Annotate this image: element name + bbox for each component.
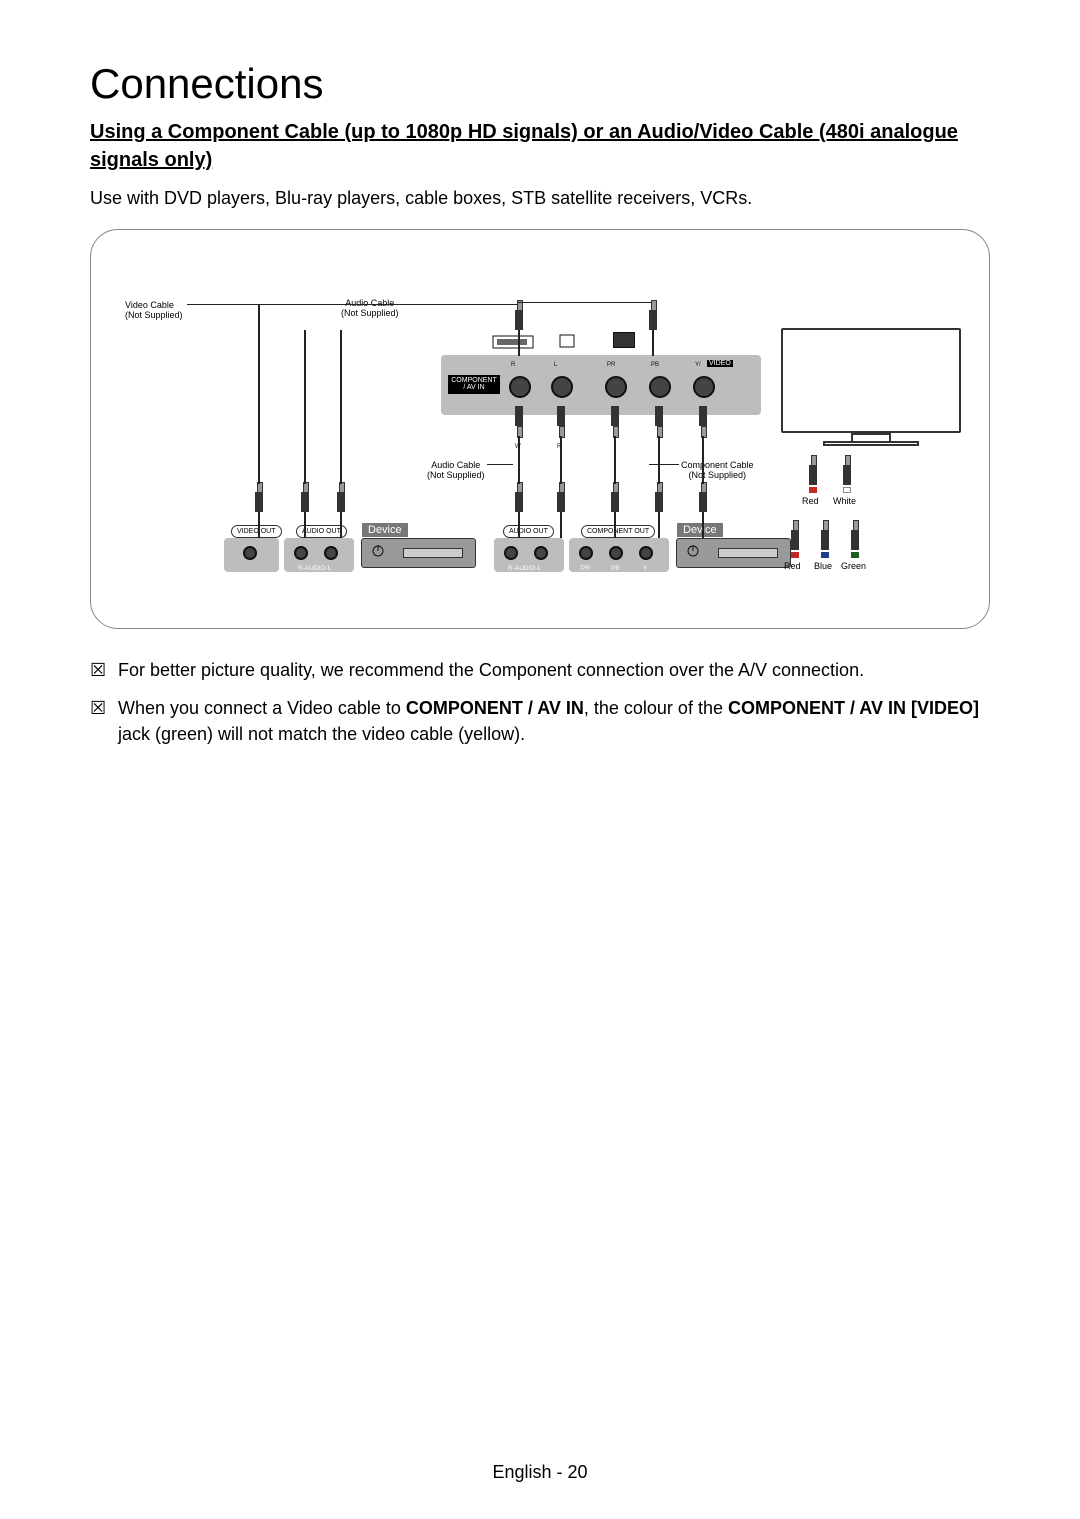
note-row: ☒For better picture quality, we recommen… bbox=[90, 657, 990, 683]
notes-list: ☒For better picture quality, we recommen… bbox=[90, 657, 990, 747]
label-video-cable: Video Cable(Not Supplied) bbox=[125, 300, 183, 321]
badge-video: VIDEO bbox=[707, 360, 733, 367]
note-text: When you connect a Video cable to COMPON… bbox=[118, 695, 990, 747]
plug-panel-1 bbox=[515, 406, 523, 438]
legend-plug-white bbox=[843, 455, 851, 487]
comp-tiny-pr: PR bbox=[581, 565, 590, 572]
comp-tiny-y: Y bbox=[643, 565, 647, 572]
plug-top-1 bbox=[515, 300, 523, 332]
note-text: For better picture quality, we recommend… bbox=[118, 657, 864, 683]
device-slot-2 bbox=[718, 548, 778, 558]
video-out-jack bbox=[243, 546, 257, 560]
comp-tiny-pb: PB bbox=[611, 565, 620, 572]
tiny-l: L bbox=[554, 362, 557, 368]
legend-plug-green bbox=[851, 520, 859, 552]
power-icon-1 bbox=[371, 544, 385, 558]
note-glyph: ☒ bbox=[90, 657, 118, 683]
monitor-base bbox=[823, 441, 919, 446]
plug-left-2 bbox=[301, 482, 309, 514]
plug-left-3 bbox=[337, 482, 345, 514]
page-title: Connections bbox=[90, 60, 990, 108]
comp-out-y bbox=[639, 546, 653, 560]
tiny-pb: PB bbox=[651, 362, 659, 368]
device-slot-1 bbox=[403, 548, 463, 558]
jack-y-video bbox=[693, 376, 715, 398]
jack-l bbox=[551, 376, 573, 398]
audio-out-jack-r2 bbox=[534, 546, 548, 560]
tiny-pr: PR bbox=[607, 362, 615, 368]
legend-blue: Blue bbox=[814, 561, 832, 571]
plug-panel-2 bbox=[557, 406, 565, 438]
tiny-y: Y/ bbox=[695, 362, 701, 368]
jack-r bbox=[509, 376, 531, 398]
legend-red-2: Red bbox=[784, 561, 801, 571]
plug-mid-3 bbox=[611, 482, 619, 514]
jack-pb bbox=[649, 376, 671, 398]
lead-paragraph: Use with DVD players, Blu-ray players, c… bbox=[90, 188, 990, 209]
label-audio-cable-mid: Audio Cable(Not Supplied) bbox=[427, 460, 485, 481]
label-component-cable: Component Cable(Not Supplied) bbox=[681, 460, 754, 481]
legend-white: White bbox=[833, 496, 856, 506]
hdmi-icon bbox=[491, 334, 551, 352]
audio-out-jack-r1 bbox=[324, 546, 338, 560]
comp-out-pr bbox=[579, 546, 593, 560]
plug-panel-3 bbox=[611, 406, 619, 438]
plug-tag-r1: R bbox=[557, 444, 561, 450]
plug-panel-5 bbox=[699, 406, 707, 438]
power-icon-2 bbox=[686, 544, 700, 558]
note-glyph: ☒ bbox=[90, 695, 118, 747]
legend-red-1: Red bbox=[802, 496, 819, 506]
page-footer: English - 20 bbox=[0, 1462, 1080, 1483]
monitor-outline bbox=[781, 328, 961, 433]
legend-plug-blue bbox=[821, 520, 829, 552]
label-component-out: COMPONENT OUT bbox=[581, 525, 655, 538]
legend-green: Green bbox=[841, 561, 866, 571]
jack-pr bbox=[605, 376, 627, 398]
legend-plug-red-1 bbox=[809, 455, 817, 487]
plug-panel-4 bbox=[655, 406, 663, 438]
plug-mid-1 bbox=[515, 482, 523, 514]
tiny-r: R bbox=[511, 362, 515, 368]
optical-icon bbox=[559, 334, 577, 350]
device-label-2: Device bbox=[677, 523, 723, 537]
plug-top-2 bbox=[649, 300, 657, 332]
label-video-out: VIDEO OUT bbox=[231, 525, 282, 538]
connection-diagram: Video Cable(Not Supplied) Audio Cable(No… bbox=[90, 229, 990, 629]
note-row: ☒When you connect a Video cable to COMPO… bbox=[90, 695, 990, 747]
audio-out-jack-l1 bbox=[294, 546, 308, 560]
raudio-2: R-AUDIO-L bbox=[508, 565, 541, 572]
raudio-1: R-AUDIO-L bbox=[298, 565, 331, 572]
label-audio-out-2: AUDIO OUT bbox=[503, 525, 554, 538]
audio-out-jack-l2 bbox=[504, 546, 518, 560]
plug-mid-4 bbox=[655, 482, 663, 514]
plug-mid-5 bbox=[699, 482, 707, 514]
legend-plug-red-2 bbox=[791, 520, 799, 552]
label-audio-cable-top: Audio Cable(Not Supplied) bbox=[341, 298, 399, 319]
section-subtitle: Using a Component Cable (up to 1080p HD … bbox=[90, 118, 990, 174]
plug-left-1 bbox=[255, 482, 263, 514]
label-component-av-in: COMPONENT/ AV IN bbox=[448, 375, 500, 394]
plug-mid-2 bbox=[557, 482, 565, 514]
device-label-1: Device bbox=[362, 523, 408, 537]
lan-port-icon bbox=[613, 332, 635, 348]
comp-out-pb bbox=[609, 546, 623, 560]
plug-tag-w1: W bbox=[515, 444, 521, 450]
